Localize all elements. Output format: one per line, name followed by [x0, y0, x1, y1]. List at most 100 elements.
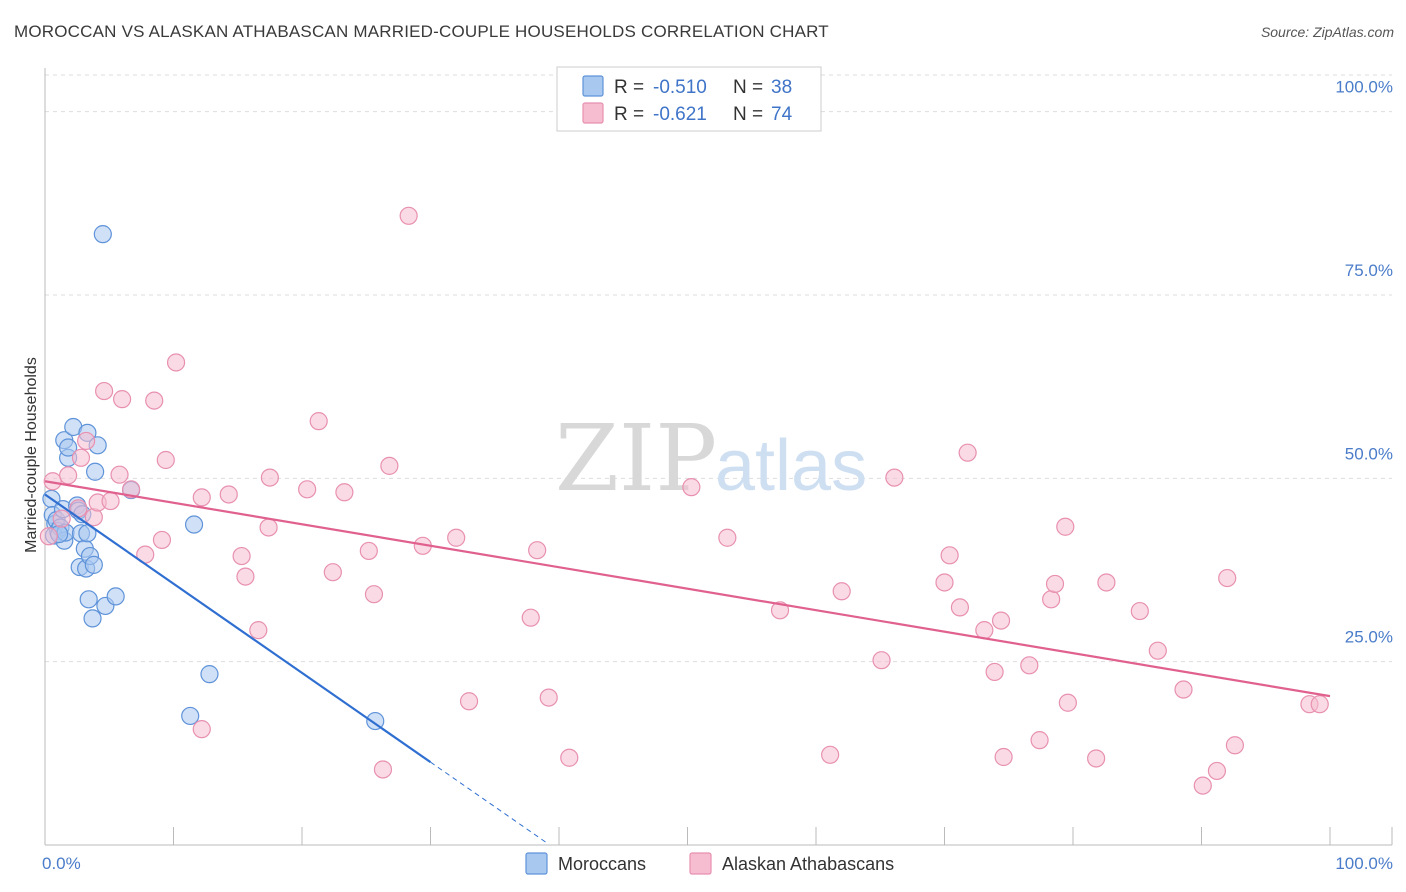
legend-moroccan-n-value: 38: [771, 77, 792, 98]
alaskan-point: [1225, 736, 1245, 755]
alaskan-point: [991, 611, 1011, 630]
moroccan-points: [42, 225, 385, 731]
alaskan-point: [872, 651, 891, 670]
moroccan-point: [59, 438, 78, 457]
alaskan-point: [95, 381, 114, 401]
moroccan-point: [106, 587, 125, 606]
alaskan-point: [1310, 695, 1329, 714]
alaskan-point: [399, 206, 418, 225]
alaskan-point: [1042, 590, 1061, 609]
alaskan-point: [323, 563, 342, 582]
x-tick-label-end: 100.0%: [1335, 854, 1393, 873]
alaskan-point: [975, 621, 994, 640]
alaskan-point: [335, 483, 354, 502]
alaskan-point: [373, 760, 393, 779]
alaskan-point: [950, 598, 970, 617]
alaskan-point: [459, 692, 479, 711]
legend-moroccan-r-value: -0.510: [653, 77, 707, 98]
alaskan-point: [1218, 568, 1237, 588]
y-tick-label: 75.0%: [1345, 261, 1393, 280]
alaskan-point: [1130, 601, 1149, 621]
legend-alaskan-n-value: 74: [771, 104, 793, 125]
alaskan-point: [958, 443, 977, 462]
moroccan-point: [200, 665, 219, 684]
alaskan-point: [1207, 761, 1227, 781]
moroccan-point: [366, 711, 385, 731]
alaskan-point: [249, 621, 268, 640]
alaskan-point: [232, 546, 251, 566]
moroccan-point: [79, 590, 98, 609]
trend-lines: [44, 480, 1331, 844]
alaskan-point: [885, 468, 904, 487]
moroccan-trend-extension: [430, 761, 548, 844]
alaskan-point: [560, 748, 579, 767]
alaskan-point: [935, 573, 954, 592]
alaskan-point: [59, 466, 78, 485]
alaskan-point: [1020, 656, 1039, 675]
alaskan-point: [770, 601, 790, 620]
alaskan-point: [940, 546, 959, 565]
bottom-legend-moroccan-label: Moroccans: [558, 854, 646, 874]
alaskan-point: [71, 448, 91, 467]
moroccan-point: [83, 609, 102, 628]
alaskan-point: [112, 390, 132, 409]
alaskan-point: [1193, 776, 1212, 795]
alaskan-point: [219, 485, 238, 504]
moroccan-point: [184, 515, 204, 534]
watermark: ZIP atlas: [555, 405, 867, 512]
alaskan-point: [192, 488, 211, 507]
legend-moroccan-n-label: N =: [733, 77, 763, 98]
alaskan-point: [39, 527, 58, 546]
alaskan-point: [832, 582, 851, 601]
alaskan-trend-line: [44, 480, 1331, 698]
axes: [44, 68, 1393, 846]
y-tick-label: 100.0%: [1335, 78, 1393, 97]
alaskan-point: [1056, 517, 1075, 536]
moroccan-point: [86, 462, 105, 481]
moroccan-point: [93, 225, 112, 244]
alaskan-point: [539, 688, 558, 707]
alaskan-point: [298, 480, 317, 499]
alaskan-point: [528, 541, 547, 560]
alaskan-point: [1097, 573, 1116, 592]
alaskan-point: [1045, 574, 1065, 594]
alaskan-point: [236, 567, 255, 586]
x-tick-label-start: 0.0%: [42, 854, 81, 873]
alaskan-point: [121, 480, 141, 499]
alaskan-point: [110, 465, 129, 484]
moroccan-point: [181, 706, 200, 726]
alaskan-point: [1058, 693, 1077, 712]
source-label: Source: ZipAtlas.com: [1260, 24, 1394, 40]
watermark-atlas: atlas: [715, 426, 867, 506]
alaskan-point: [309, 412, 328, 431]
y-tick-label: 50.0%: [1345, 444, 1393, 463]
alaskan-point: [821, 745, 840, 764]
legend-moroccan-swatch: [582, 75, 604, 97]
alaskan-point: [1087, 749, 1106, 768]
alaskan-point: [145, 391, 164, 410]
alaskan-point: [77, 431, 96, 451]
moroccan-point: [84, 555, 103, 574]
alaskan-points: [39, 206, 1329, 795]
alaskan-point: [52, 509, 71, 528]
alaskan-point: [152, 530, 172, 550]
top-legend: R = -0.510 N = 38 R = -0.621 N = 74: [556, 66, 822, 132]
alaskan-point: [1174, 680, 1193, 699]
alaskan-point: [364, 585, 384, 604]
legend-alaskan-r-label: R =: [614, 104, 644, 125]
legend-alaskan-n-label: N =: [733, 104, 763, 125]
bottom-legend-moroccan-swatch: [525, 852, 548, 875]
alaskan-point: [718, 528, 737, 547]
bottom-legend-alaskan-label: Alaskan Athabascans: [722, 854, 894, 874]
alaskan-point: [682, 478, 701, 497]
alaskan-point: [166, 353, 186, 372]
y-tick-label: 25.0%: [1345, 628, 1393, 647]
bottom-legend: Moroccans Alaskan Athabascans: [525, 852, 894, 875]
tick-labels: 25.0% 50.0% 75.0% 100.0% 0.0% 100.0%: [42, 78, 1393, 873]
legend-alaskan-swatch: [582, 102, 604, 124]
alaskan-point: [994, 747, 1013, 767]
moroccan-trend-line: [44, 493, 432, 764]
y-axis-title: Married-couple Households: [23, 357, 40, 553]
legend-alaskan-r-value: -0.621: [653, 104, 707, 125]
chart-title: MOROCCAN VS ALASKAN ATHABASCAN MARRIED-C…: [14, 22, 829, 41]
